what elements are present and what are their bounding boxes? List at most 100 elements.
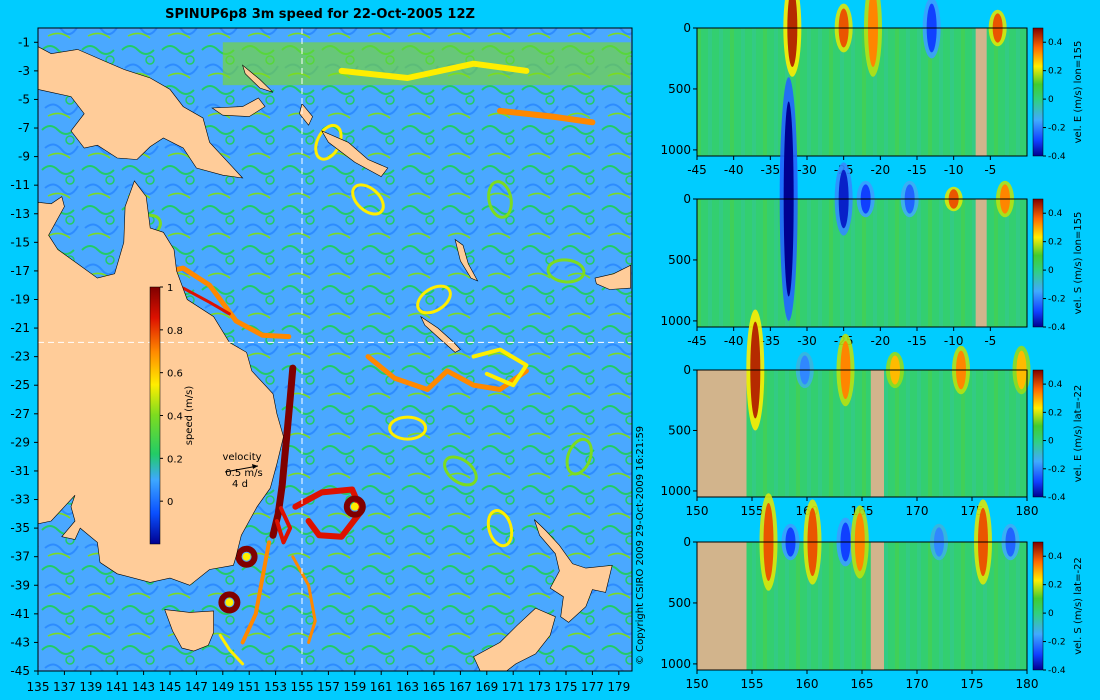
section-texture [796, 370, 800, 497]
section-texture [906, 199, 910, 327]
eac-core [269, 364, 297, 539]
section-texture [928, 28, 932, 156]
copyright-text: © Copyright CSIRO 2009 29-Oct-2009 16:21… [635, 426, 646, 665]
section-colorbar [1032, 541, 1044, 671]
section-texture [972, 542, 976, 670]
section-colorbar-tick-label: -0.4 [1048, 152, 1066, 162]
section-colorbar [1032, 369, 1044, 498]
section-panel-4: 150 155 160 165 170 175 180 0 500 1000 0.4 0.2 0 -0.2… [660, 493, 1084, 691]
swirl-1 [443, 455, 478, 487]
velocity-legend-arrowhead [252, 464, 258, 469]
section-colorbar-tick-label: 0.4 [1048, 380, 1063, 390]
section-y-tick-label: 500 [668, 253, 691, 267]
section-texture [708, 28, 712, 156]
section-texture [895, 542, 899, 670]
section-texture [719, 199, 723, 327]
map-x-tick-label: 159 [343, 680, 366, 694]
section-colorbar-tick-label: -0.4 [1048, 666, 1066, 676]
section-texture [807, 542, 811, 670]
map-y-tick-label: -31 [10, 464, 30, 478]
section-texture [917, 199, 921, 327]
section-texture [829, 542, 833, 670]
section-texture [774, 28, 778, 156]
section-texture [752, 542, 756, 670]
section-texture [862, 28, 866, 156]
section-x-tick-label: -5 [984, 334, 996, 348]
section-x-tick-label: -5 [984, 163, 996, 177]
section-texture [818, 542, 822, 670]
section-texture [983, 370, 987, 497]
section-texture [939, 370, 943, 497]
map-y-tick-label: -27 [10, 407, 30, 421]
eddy-0 [235, 545, 258, 568]
map-y-tick-label: -19 [10, 292, 30, 306]
section-colorbar-tick-label: -0.2 [1048, 638, 1066, 648]
section-colorbar-tick-label: 0.2 [1048, 408, 1062, 418]
section-x-tick-label: 160 [796, 677, 819, 691]
section-texture [818, 370, 822, 497]
speed-colorbar: 1 0.8 0.6 0.4 0.2 0 speed (m/s) [149, 283, 195, 545]
section-texture [895, 28, 899, 156]
map-y-tick-label: -45 [10, 664, 30, 678]
section-colorbar-tick-label: -0.2 [1048, 295, 1066, 305]
section-x-tick-label: -10 [944, 163, 964, 177]
section-y-tick-label: 1000 [660, 143, 691, 157]
section-texture [994, 370, 998, 497]
section-frame [696, 198, 1028, 328]
section-texture [774, 199, 778, 327]
section-texture [884, 28, 888, 156]
section-y-tick-label: 1000 [660, 484, 691, 498]
map-x-tick-label: 169 [475, 680, 498, 694]
section-texture [741, 28, 745, 156]
section-texture [950, 542, 954, 670]
section-colorbar-tick-label: 0 [1048, 437, 1054, 447]
section-texture [994, 542, 998, 670]
land-fiji [594, 264, 632, 290]
section-texture [884, 370, 888, 497]
section-panel-2: -45-40-35-30-25-20-15-10-5050010000.40.2… [660, 77, 1084, 348]
land-tasmania [164, 609, 214, 652]
section-texture [862, 542, 866, 670]
land-new-britain [211, 97, 266, 117]
section-texture [752, 199, 756, 327]
section-texture [807, 370, 811, 497]
section-land [697, 370, 747, 497]
section-texture [840, 542, 844, 670]
section-texture [917, 542, 921, 670]
section-texture [1005, 370, 1009, 497]
section-colorbar-tick-label: 0.2 [1048, 581, 1062, 591]
map-y-tick-label: -33 [10, 493, 30, 507]
section-texture [884, 542, 888, 670]
section-texture [730, 28, 734, 156]
map-y-tick-label: -3 [18, 64, 30, 78]
page-title: SPINUP6p8 3m speed for 22-Oct-2005 12Z [165, 7, 475, 22]
section-texture [763, 28, 767, 156]
section-x-tick-label: -20 [871, 163, 891, 177]
section-texture [906, 28, 910, 156]
map-x-tick-label: 173 [528, 680, 551, 694]
section-x-tick-label: -40 [724, 163, 744, 177]
section-texture [818, 28, 822, 156]
section-y-tick-label: 1000 [660, 657, 691, 671]
land-new-ireland [242, 64, 274, 93]
section-texture [1016, 542, 1020, 670]
map-x-tick-label: 157 [317, 680, 340, 694]
eddy-center-2 [350, 502, 359, 511]
section-anomaly [787, 0, 798, 67]
map-content [38, 28, 632, 671]
section-colorbar-tick-label: 0.2 [1048, 67, 1062, 77]
section-colorbar-label: vel. E (m/s) lat=-22 [1073, 385, 1084, 483]
speed-colorbar-tick-label: 0 [167, 497, 173, 508]
section-texture [950, 28, 954, 156]
eddy-center-0 [242, 552, 251, 561]
map-y-tick-label: -37 [10, 550, 30, 564]
section-texture [719, 28, 723, 156]
section-panel-3: 150155160165170175180050010000.40.20-0.2… [660, 309, 1084, 518]
section-texture [961, 28, 965, 156]
section-texture [1005, 199, 1009, 327]
section-texture [752, 370, 756, 497]
map-x-tick-label: 165 [423, 680, 446, 694]
section-texture [950, 370, 954, 497]
swirl-0 [388, 415, 428, 441]
section-texture [807, 28, 811, 156]
